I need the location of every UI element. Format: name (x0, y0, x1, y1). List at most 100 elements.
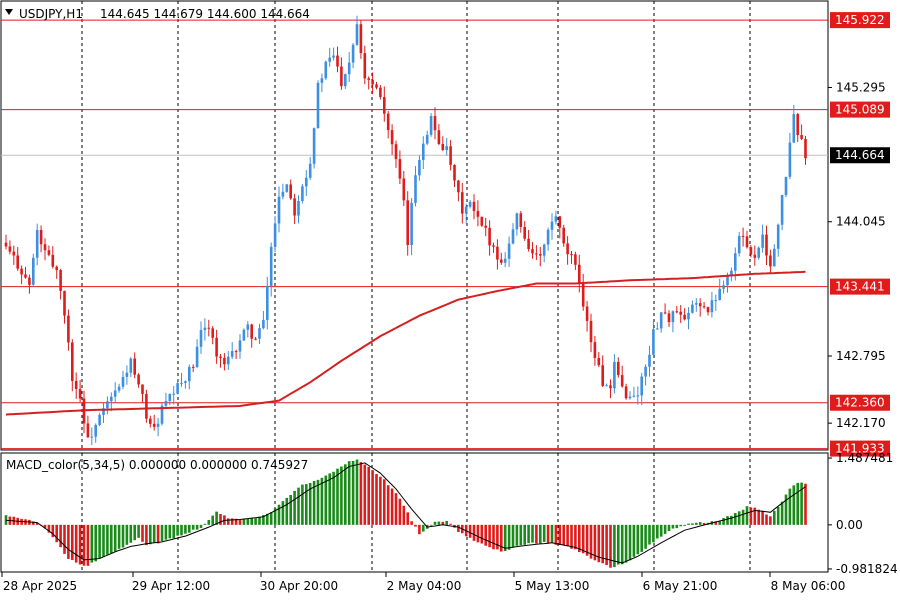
candle (761, 224, 764, 253)
candle (176, 379, 179, 395)
candle (141, 384, 144, 403)
histogram-bar (632, 524, 636, 557)
candle (94, 423, 97, 443)
candle (636, 386, 640, 405)
candle (449, 139, 452, 171)
histogram-bar (605, 524, 608, 566)
histogram-bar (659, 524, 663, 537)
candle (336, 46, 339, 73)
candle (468, 200, 472, 209)
candle (632, 386, 636, 398)
histogram-bar (585, 524, 589, 556)
candle (332, 47, 335, 61)
candle (305, 170, 308, 196)
histogram-bar (527, 524, 530, 544)
candle (67, 309, 70, 351)
candle (695, 298, 698, 312)
candle (691, 300, 694, 314)
histogram-bar (581, 524, 585, 554)
candle (605, 383, 608, 387)
histogram-bar (332, 471, 335, 525)
histogram-bar (570, 524, 573, 549)
candle (410, 198, 413, 256)
histogram-bar (429, 524, 433, 526)
histogram-bar (468, 524, 472, 538)
candle (203, 318, 207, 341)
histogram-bar (90, 524, 94, 563)
histogram-bar (82, 524, 86, 566)
candle (523, 221, 526, 241)
candle (211, 326, 214, 345)
histogram-bar (398, 498, 402, 525)
histogram-bar (394, 493, 398, 525)
candle (714, 294, 718, 311)
candle (316, 80, 320, 129)
histogram-bar (457, 524, 460, 532)
candle (804, 135, 807, 165)
histogram-bar (277, 504, 281, 525)
candle (386, 111, 390, 139)
histogram-bar (125, 524, 129, 545)
candle (796, 112, 799, 142)
histogram-bar (113, 524, 117, 552)
candle (745, 230, 749, 249)
histogram-bar (515, 524, 519, 546)
candle (86, 415, 90, 438)
candle (394, 140, 398, 168)
histogram-bar (160, 524, 164, 542)
candle (145, 389, 148, 423)
histogram-bar (246, 518, 250, 525)
histogram-bar (765, 514, 768, 525)
candle (617, 357, 620, 378)
histogram-bar (215, 511, 218, 525)
candle (269, 242, 273, 297)
candle (285, 183, 289, 193)
candle (461, 182, 464, 224)
candles (4, 15, 807, 446)
histogram-bar (620, 524, 624, 565)
candle (308, 156, 312, 180)
histogram-bar (316, 479, 320, 525)
histogram-bar (433, 521, 437, 525)
price-level-tag: 142.360 (830, 394, 890, 411)
candle (184, 380, 187, 389)
histogram-bar (566, 524, 569, 547)
candle (425, 130, 429, 146)
dropdown-triangle-icon[interactable] (5, 9, 13, 15)
candle (753, 245, 757, 266)
price-level-tag: 145.089 (830, 101, 890, 118)
candle (125, 365, 129, 385)
histogram-bar (492, 524, 495, 550)
histogram-bar (188, 524, 191, 533)
histogram-bar (152, 524, 156, 543)
candle (503, 252, 507, 268)
histogram-bar (250, 518, 253, 525)
histogram-bar (422, 524, 425, 532)
candle (620, 365, 624, 388)
candle (554, 210, 558, 225)
candle (367, 76, 370, 90)
candle (702, 301, 706, 309)
histogram-bar (141, 524, 144, 542)
histogram-bar (63, 524, 66, 554)
candle (531, 242, 534, 259)
candle (168, 393, 172, 406)
histogram-bar (110, 524, 113, 554)
histogram-bar (328, 473, 331, 525)
histogram-bar (574, 524, 577, 550)
candle (656, 322, 659, 330)
price-tick-label: 142.795 (836, 349, 886, 363)
histogram-bar (531, 524, 534, 543)
candle (683, 308, 686, 321)
histogram-bar (617, 524, 620, 565)
candle (227, 350, 230, 370)
candle (566, 236, 569, 265)
candle (230, 342, 234, 359)
histogram-bar (320, 477, 324, 525)
candle (535, 245, 538, 260)
candle (324, 60, 328, 80)
price-lines (1, 19, 828, 450)
candle (344, 73, 347, 89)
histogram-bar (800, 482, 803, 525)
